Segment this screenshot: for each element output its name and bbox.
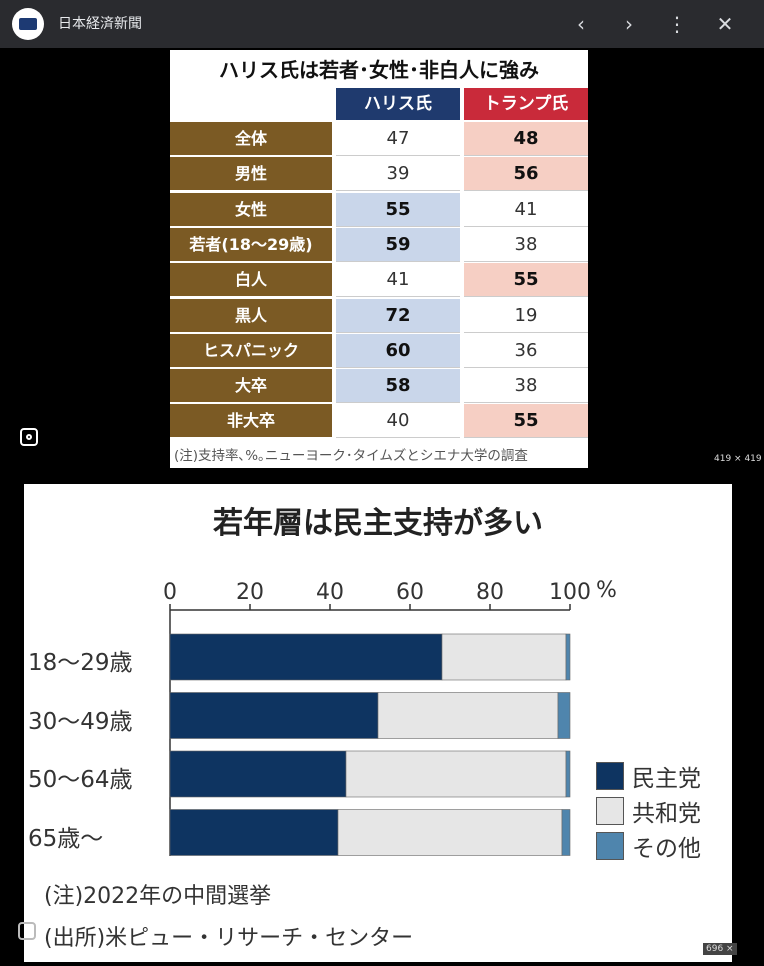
table-row: 女性 55 41 [170, 192, 588, 228]
table-row: 大卒 58 38 [170, 369, 588, 404]
bar-democrat [169, 809, 339, 856]
trump-value-cell: 55 [464, 404, 588, 439]
x-tick-label: 0 [163, 580, 177, 605]
row-label: 白人 [170, 263, 332, 297]
legend-swatch [596, 797, 624, 825]
legend-label: その他 [632, 836, 701, 862]
visual-search-icon[interactable] [20, 428, 38, 446]
chart-source: (出所)米ピュー・リサーチ・センター [44, 926, 414, 951]
legend-swatch [596, 762, 624, 790]
harris-value-cell: 72 [336, 298, 460, 333]
table-row: 非大卒 40 55 [170, 404, 588, 439]
harris-value-cell: 58 [336, 369, 460, 404]
harris-value-cell: 60 [336, 333, 460, 368]
x-tick-label: 40 [316, 580, 344, 605]
bar-republican [345, 750, 567, 798]
chart-svg [169, 604, 571, 856]
trump-value-cell: 56 [464, 157, 588, 192]
harris-column-header: ハリス氏 [336, 88, 460, 120]
chevron-right-icon[interactable]: › [625, 12, 633, 36]
bar-republican [377, 692, 559, 739]
table-row: 男性 39 56 [170, 157, 588, 192]
trump-value-cell: 36 [464, 334, 588, 368]
close-icon[interactable]: ✕ [716, 12, 734, 36]
table-title: ハリス氏は若者･女性･非白人に強み [219, 58, 539, 82]
bar-other [565, 633, 571, 681]
trump-value-cell: 38 [464, 228, 588, 262]
trump-value-cell: 19 [464, 299, 588, 333]
bar-democrat [169, 633, 443, 681]
row-label: 若者(18〜29歳) [170, 227, 332, 261]
table-row: 白人 41 55 [170, 263, 588, 298]
table-row: ヒスパニック 60 36 [170, 333, 588, 369]
row-label: ヒスパニック [170, 333, 332, 367]
trump-value-cell: 55 [464, 263, 588, 298]
row-label: 男性 [170, 157, 332, 191]
table-row: 若者(18〜29歳) 59 38 [170, 227, 588, 263]
harris-trump-table[interactable]: ハリス氏は若者･女性･非白人に強み ハリス氏 トランプ氏 全体 47 48 男性 39 5… [170, 50, 588, 468]
table-row: 黒人 72 19 [170, 298, 588, 334]
row-label: 非大卒 [170, 404, 332, 438]
category-label: 65歳〜 [28, 825, 104, 852]
site-logo-icon[interactable] [12, 8, 44, 40]
viewer-top-bar: 日本経済新聞 ‹ › ⋮ ✕ [0, 0, 764, 48]
bar-other [561, 809, 571, 856]
bar-democrat [169, 750, 347, 798]
row-label: 女性 [170, 192, 332, 226]
row-label: 全体 [170, 122, 332, 155]
harris-value-cell: 41 [336, 263, 460, 298]
x-tick-label: 60 [396, 580, 424, 605]
x-tick-label: 20 [236, 580, 264, 605]
legend-swatch [596, 832, 624, 860]
legend-label: 民主党 [632, 766, 701, 792]
x-tick-label: 80 [476, 580, 504, 605]
legend-label: 共和党 [632, 801, 701, 827]
x-tick-label: 100 [549, 580, 591, 605]
visual-search-icon-2[interactable] [18, 922, 36, 940]
category-label: 18〜29歳 [28, 650, 133, 676]
bar-republican [337, 809, 563, 856]
category-label: 50〜64歳 [28, 767, 133, 793]
image-dimensions-label: 419 × 419 [714, 454, 762, 464]
trump-value-cell: 41 [464, 193, 588, 227]
bar-republican [441, 633, 567, 681]
harris-value-cell: 40 [336, 404, 460, 439]
table-row: 全体 47 48 [170, 122, 588, 157]
harris-value-cell: 47 [336, 122, 460, 156]
age-party-chart[interactable]: 若年層は民主支持が多い % 0 20 40 60 80 100 18〜29歳 30〜49歳 50… [24, 484, 732, 962]
harris-value-cell: 55 [336, 192, 460, 227]
trump-value-cell: 48 [464, 122, 588, 156]
row-label: 黒人 [170, 298, 332, 332]
bar-other [565, 750, 571, 798]
trump-column-header: トランプ氏 [464, 88, 588, 120]
harris-value-cell: 39 [336, 157, 460, 192]
row-label: 大卒 [170, 369, 332, 403]
chevron-left-icon[interactable]: ‹ [577, 12, 585, 36]
bar-other [557, 692, 571, 739]
bar-democrat [169, 692, 379, 739]
more-vert-icon[interactable]: ⋮ [667, 12, 687, 36]
site-title[interactable]: 日本経済新聞 [58, 16, 142, 32]
harris-value-cell: 59 [336, 227, 460, 262]
image-dimensions-label-2: 696 × [703, 943, 737, 955]
unit-label: % [596, 578, 617, 603]
chart-note: (注)2022年の中間選挙 [44, 884, 272, 909]
table-note: (注)支持率､%｡ニューヨーク･タイムズとシエナ大学の調査 [174, 448, 528, 464]
chart-title: 若年層は民主支持が多い [213, 506, 543, 541]
trump-value-cell: 38 [464, 369, 588, 404]
category-label: 30〜49歳 [28, 708, 133, 735]
